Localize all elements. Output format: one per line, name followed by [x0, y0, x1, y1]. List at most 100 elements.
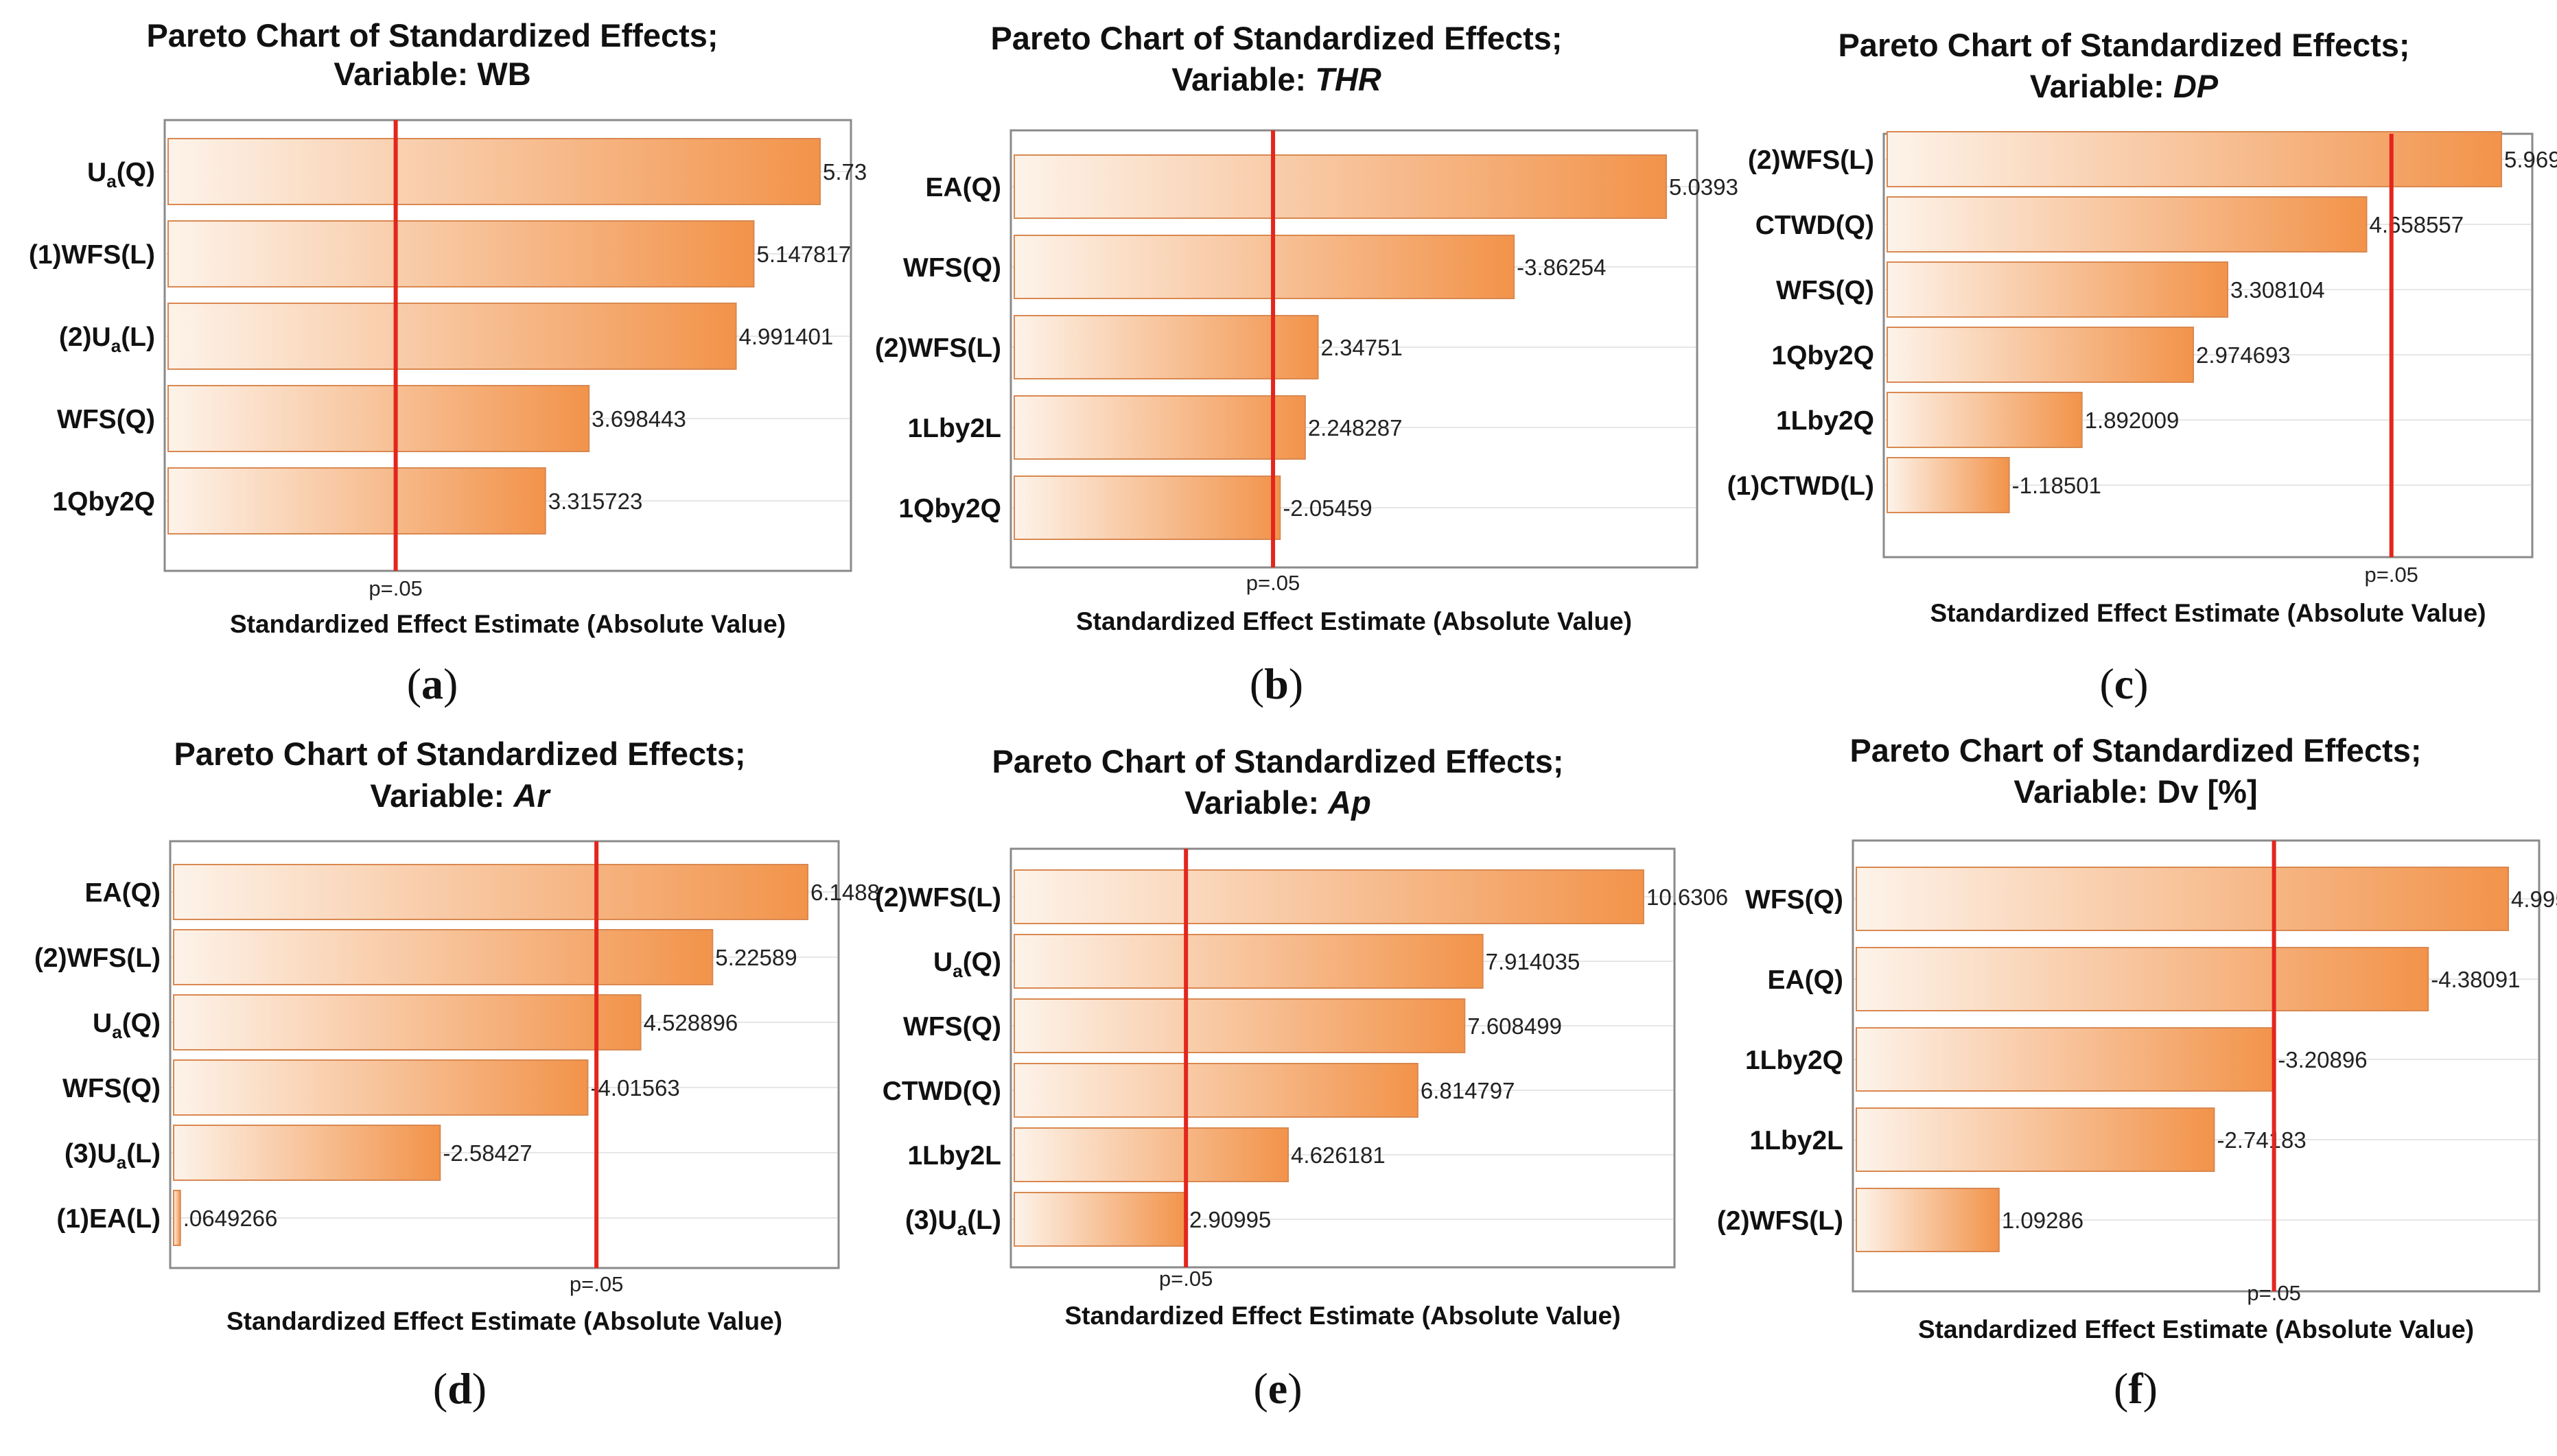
- bar: [167, 385, 590, 452]
- category-label: 1Lby2L: [1749, 1126, 1843, 1155]
- pareto-panel-e: Pareto Chart of Standardized Effects; Var…: [875, 743, 1728, 1413]
- bar: [1014, 934, 1484, 989]
- value-label: 2.248287: [1308, 415, 1403, 441]
- x-axis-label: Standardized Effect Estimate (Absolute V…: [226, 1307, 782, 1335]
- category-label: WFS(Q): [57, 405, 155, 434]
- p-value-label: p=.05: [1246, 571, 1300, 595]
- category-label: WFS(Q): [1776, 276, 1874, 305]
- value-label: 5.969: [2504, 147, 2557, 172]
- value-label: -4.38091: [2431, 967, 2520, 992]
- value-label: 7.608499: [1467, 1013, 1562, 1039]
- value-label: 4.991401: [739, 324, 834, 349]
- category-label: EA(Q): [85, 878, 161, 908]
- panel-caption: (f): [2114, 1364, 2158, 1413]
- p-value-label: p=.05: [2247, 1281, 2300, 1305]
- category-label: CTWD(Q): [883, 1077, 1001, 1106]
- value-label: 10.6306: [1646, 884, 1728, 910]
- value-label: 4.626181: [1291, 1142, 1386, 1168]
- category-label: EA(Q): [926, 173, 1002, 202]
- bar: [1856, 947, 2429, 1011]
- chart-title-line2: Variable: WB: [334, 56, 530, 92]
- category-label: (2)WFS(L): [34, 943, 161, 973]
- bar: [1856, 867, 2509, 931]
- pareto-panel-f: Pareto Chart of Standardized Effects; Var…: [1717, 732, 2557, 1413]
- bar: [1014, 154, 1667, 219]
- pareto-panel-b: Pareto Chart of Standardized Effects; Var…: [875, 20, 1738, 708]
- category-label: Ua(Q): [933, 948, 1001, 981]
- chart-title-prefix: Variable:: [2030, 68, 2173, 104]
- value-label: -3.86254: [1517, 255, 1606, 280]
- chart-title-line2: Variable: Ap: [1184, 784, 1371, 821]
- p-value-label: p=.05: [570, 1272, 623, 1296]
- category-label: WFS(Q): [1745, 885, 1843, 915]
- panel-caption: (e): [1253, 1364, 1302, 1413]
- chart-title-prefix: Variable:: [2013, 773, 2157, 810]
- category-label: 1Lby2L: [907, 414, 1001, 443]
- x-axis-label: Standardized Effect Estimate (Absolute V…: [1930, 599, 2486, 627]
- value-label: 4.658557: [2370, 212, 2464, 237]
- category-label: Ua(Q): [93, 1009, 161, 1042]
- category-label: (2)WFS(L): [875, 333, 1001, 363]
- chart-title-line2: Variable: THR: [1171, 61, 1381, 97]
- category-label: CTWD(Q): [1755, 211, 1874, 240]
- bar: [1014, 475, 1281, 540]
- value-label: -1.18501: [2012, 473, 2101, 498]
- chart-title-line1: Pareto Chart of Standardized Effects;: [992, 743, 1563, 779]
- bar: [1014, 1192, 1188, 1247]
- bar: [1014, 1063, 1418, 1118]
- category-label: (2)WFS(L): [1717, 1206, 1843, 1236]
- bar: [1014, 315, 1319, 379]
- category-label: (2)WFS(L): [875, 883, 1001, 913]
- category-label: Ua(Q): [87, 158, 155, 191]
- value-label: 3.315723: [548, 489, 643, 514]
- chart-title-variable: Dv [%]: [2157, 773, 2257, 810]
- bar: [1856, 1107, 2215, 1172]
- panel-caption: (d): [433, 1364, 487, 1413]
- chart-title-variable: DP: [2173, 68, 2219, 104]
- category-label: 1Qby2Q: [898, 494, 1001, 524]
- bar: [167, 467, 546, 535]
- value-label: 6.1488: [810, 880, 880, 905]
- category-label: (3)Ua(L): [65, 1139, 161, 1173]
- value-label: -2.58427: [443, 1140, 532, 1166]
- bar: [173, 864, 808, 920]
- chart-title-prefix: Variable:: [1184, 784, 1328, 821]
- category-label: EA(Q): [1768, 965, 1844, 995]
- chart-title-line2: Variable: Ar: [370, 777, 551, 814]
- bar: [1887, 327, 2195, 383]
- bar: [1856, 1027, 2276, 1092]
- bar: [173, 929, 714, 985]
- category-label: (1)WFS(L): [29, 240, 155, 270]
- value-label: 2.90995: [1189, 1207, 1271, 1232]
- chart-title-line1: Pareto Chart of Standardized Effects;: [1849, 732, 2421, 768]
- value-label: 4.528896: [644, 1010, 738, 1035]
- bar: [173, 1125, 441, 1181]
- category-label: 1Qby2Q: [52, 487, 155, 517]
- value-label: 5.147817: [756, 242, 851, 267]
- bar: [173, 994, 642, 1050]
- bar: [1014, 998, 1466, 1053]
- value-label: 3.698443: [592, 406, 686, 432]
- panel-caption: (a): [407, 659, 458, 708]
- bar: [1887, 196, 2368, 253]
- x-axis-label: Standardized Effect Estimate (Absolute V…: [1064, 1302, 1620, 1330]
- pareto-panel-a: Pareto Chart of Standardized Effects;Var…: [29, 17, 867, 708]
- x-axis-label: Standardized Effect Estimate (Absolute V…: [1918, 1315, 2474, 1343]
- chart-title-variable: Ar: [513, 777, 551, 814]
- chart-title-line1: Pareto Chart of Standardized Effects;: [990, 20, 1562, 56]
- bar: [173, 1059, 589, 1116]
- category-label: WFS(Q): [903, 253, 1001, 283]
- category-label: 1Qby2Q: [1771, 341, 1874, 371]
- pareto-panel-c: Pareto Chart of Standardized Effects; Var…: [1727, 27, 2557, 708]
- category-label: WFS(Q): [903, 1012, 1001, 1042]
- bar: [1887, 261, 2229, 318]
- value-label: 4.995: [2511, 886, 2557, 912]
- value-label: 5.22589: [715, 945, 797, 970]
- category-label: (1)EA(L): [56, 1204, 161, 1234]
- bar: [1856, 1188, 2000, 1252]
- x-axis-label: Standardized Effect Estimate (Absolute V…: [230, 610, 786, 638]
- chart-title-line2: Variable: Dv [%]: [2013, 773, 2257, 810]
- category-label: 1Lby2L: [907, 1141, 1001, 1171]
- bar: [1014, 1127, 1289, 1182]
